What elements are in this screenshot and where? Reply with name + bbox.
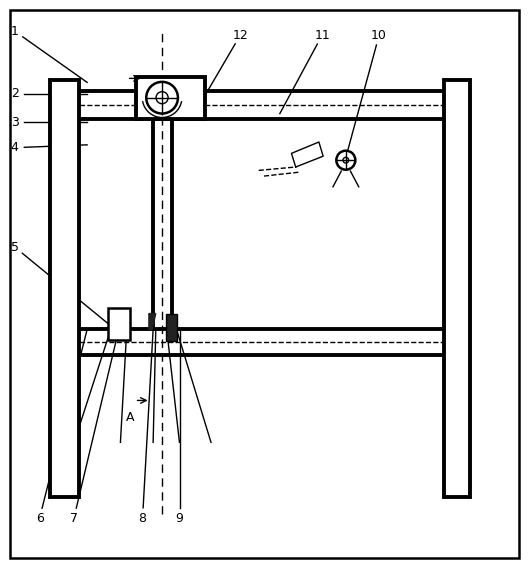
- Text: 8: 8: [138, 512, 147, 524]
- Text: 5: 5: [11, 241, 19, 253]
- Bar: [444, 80, 470, 497]
- Text: 6: 6: [36, 512, 43, 524]
- Bar: [108, 308, 130, 340]
- Text: 11: 11: [314, 29, 330, 41]
- Text: 9: 9: [176, 512, 183, 524]
- Text: 10: 10: [371, 29, 387, 41]
- Bar: [136, 77, 205, 119]
- Text: 7: 7: [70, 512, 78, 524]
- Circle shape: [336, 151, 355, 170]
- Bar: [166, 314, 177, 341]
- Text: 12: 12: [232, 29, 248, 41]
- Text: 3: 3: [11, 116, 18, 128]
- Circle shape: [146, 82, 178, 114]
- Text: 2: 2: [11, 87, 18, 100]
- Bar: [50, 80, 79, 497]
- Polygon shape: [149, 314, 156, 329]
- Text: A: A: [126, 411, 135, 424]
- Text: 4: 4: [11, 141, 18, 154]
- Text: 1: 1: [11, 25, 18, 37]
